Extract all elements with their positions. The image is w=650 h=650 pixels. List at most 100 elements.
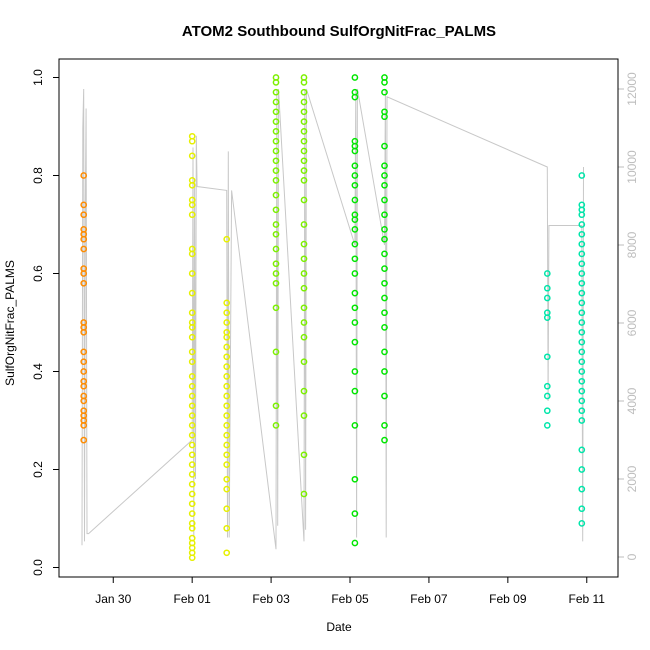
data-point xyxy=(272,177,280,184)
data-point xyxy=(381,392,388,400)
data-point xyxy=(300,490,308,498)
x-tick-label: Feb 01 xyxy=(173,592,211,606)
data-point xyxy=(351,240,359,248)
data-point xyxy=(300,358,308,366)
y-tick-label: 0.0 xyxy=(31,559,45,576)
data-point xyxy=(543,382,551,390)
data-point xyxy=(272,348,280,356)
data-point xyxy=(80,211,88,219)
x-tick-label: Feb 03 xyxy=(252,592,290,606)
altitude-series xyxy=(81,88,584,550)
data-point xyxy=(188,289,196,297)
data-point xyxy=(543,353,551,361)
data-point xyxy=(272,260,280,268)
data-point xyxy=(381,113,388,121)
data-point xyxy=(578,485,586,493)
data-point xyxy=(578,466,586,473)
data-point xyxy=(300,108,308,116)
data-point xyxy=(223,343,231,351)
data-point xyxy=(351,510,359,517)
data-point xyxy=(543,284,551,292)
data-point xyxy=(381,265,388,272)
data-point xyxy=(578,172,586,179)
data-point xyxy=(300,147,308,155)
data-point xyxy=(578,505,586,513)
data-point xyxy=(578,387,586,395)
data-point xyxy=(272,137,280,145)
x-axis-label: Date xyxy=(326,620,352,634)
data-point xyxy=(188,431,196,439)
y-tick-label: 1.0 xyxy=(31,69,45,86)
data-point xyxy=(300,177,308,184)
data-point xyxy=(351,475,359,483)
data-point xyxy=(578,446,586,454)
data-point xyxy=(188,211,196,219)
data-point xyxy=(223,505,231,513)
y-axis-label: SulfOrgNitFrac_PALMS xyxy=(3,260,17,386)
data-point xyxy=(223,461,231,468)
data-point xyxy=(80,328,88,336)
data-point xyxy=(188,422,196,429)
data-point xyxy=(188,441,196,449)
data-point xyxy=(272,167,280,174)
data-point xyxy=(223,235,231,243)
data-point xyxy=(188,461,196,468)
data-point xyxy=(578,358,586,366)
data-point xyxy=(381,181,388,189)
data-point xyxy=(300,196,308,204)
data-point xyxy=(272,98,280,106)
data-point xyxy=(381,294,388,302)
data-point xyxy=(381,436,388,444)
data-point xyxy=(188,373,196,380)
data-point xyxy=(223,309,231,317)
data-point xyxy=(351,270,359,277)
plot-frame xyxy=(58,58,619,578)
data-point xyxy=(543,392,551,400)
data-point xyxy=(272,118,280,125)
x-tick-label: Jan 30 xyxy=(95,592,131,606)
data-point xyxy=(223,353,231,361)
data-point xyxy=(80,245,88,253)
y-tick-label: 0.6 xyxy=(31,265,45,282)
data-point xyxy=(188,333,196,341)
y2-tick-label: 10000 xyxy=(625,150,639,184)
data-point xyxy=(188,490,196,498)
data-point xyxy=(578,407,586,415)
data-point xyxy=(223,524,231,532)
data-point xyxy=(80,235,88,243)
y2-tick-label: 6000 xyxy=(625,309,639,336)
data-point xyxy=(272,191,280,199)
data-point xyxy=(381,196,388,204)
data-point xyxy=(381,79,388,86)
data-point xyxy=(223,441,231,449)
data-point xyxy=(272,108,280,116)
data-point xyxy=(381,235,388,243)
data-point xyxy=(381,162,388,170)
x-tick-label: Feb 11 xyxy=(569,592,606,606)
data-point xyxy=(188,524,196,532)
data-point xyxy=(188,500,196,508)
data-point xyxy=(188,471,196,478)
data-point xyxy=(351,162,359,170)
data-point xyxy=(223,363,231,370)
data-point xyxy=(351,181,359,189)
data-point xyxy=(188,152,196,160)
data-point xyxy=(188,270,196,277)
data-point xyxy=(272,79,280,86)
data-point xyxy=(80,270,88,277)
data-point xyxy=(272,221,280,228)
data-point xyxy=(351,289,359,297)
chart-title: ATOM2 Southbound SulfOrgNitFrac_PALMS xyxy=(182,23,496,40)
data-point xyxy=(272,402,280,410)
data-point xyxy=(578,299,586,307)
data-points xyxy=(80,74,586,562)
data-point xyxy=(381,172,388,179)
data-point xyxy=(578,270,586,277)
data-point xyxy=(300,98,308,106)
data-point xyxy=(351,147,359,155)
y2-tick-label: 0 xyxy=(625,553,639,560)
data-point xyxy=(188,412,196,419)
data-point xyxy=(578,368,586,375)
data-point xyxy=(351,196,359,204)
altitude-line xyxy=(81,88,584,550)
